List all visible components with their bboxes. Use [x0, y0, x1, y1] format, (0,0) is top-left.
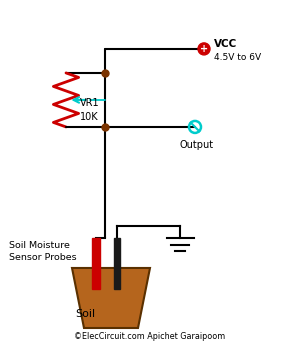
- Text: Output: Output: [179, 140, 214, 150]
- Text: +: +: [200, 44, 208, 54]
- Text: 10K: 10K: [80, 113, 98, 122]
- Polygon shape: [72, 268, 150, 328]
- Text: 4.5V to 6V: 4.5V to 6V: [214, 53, 261, 62]
- Text: VR1: VR1: [80, 98, 99, 108]
- Bar: [114, 238, 120, 289]
- Text: Soil: Soil: [75, 309, 95, 319]
- Bar: [92, 238, 100, 289]
- Text: VCC: VCC: [214, 38, 237, 48]
- Text: Soil Moisture
Sensor Probes: Soil Moisture Sensor Probes: [9, 241, 76, 262]
- Text: ©ElecCircuit.com Apichet Garaipoom: ©ElecCircuit.com Apichet Garaipoom: [74, 332, 226, 342]
- Circle shape: [198, 43, 210, 55]
